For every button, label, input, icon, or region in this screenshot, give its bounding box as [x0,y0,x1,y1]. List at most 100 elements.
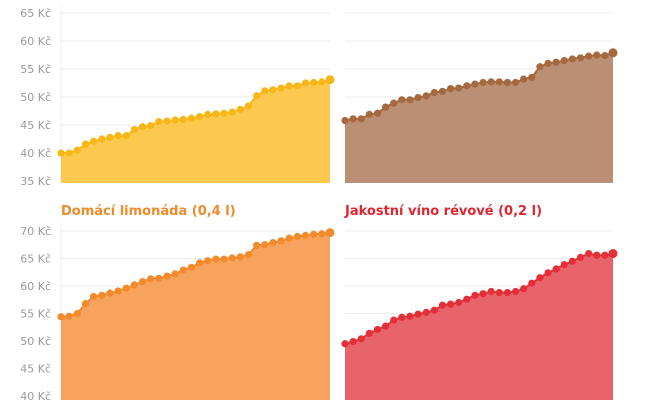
data-point [155,274,163,282]
data-point [147,121,155,130]
data-point [528,279,536,287]
data-point [90,137,98,145]
data-point [349,337,357,346]
data-point [325,228,335,238]
y-tick-label: 45 Kč [20,119,51,132]
y-tick-label: 55 Kč [20,63,51,76]
data-point [585,249,593,258]
data-point [341,340,349,348]
series-line [344,252,614,345]
data-point [365,110,373,118]
data-point [544,269,552,277]
data-point [446,300,455,308]
data-point [138,278,147,286]
data-point [318,78,326,86]
data-point [106,289,114,297]
y-tick-label: 50 Kč [20,91,51,104]
data-point [163,272,171,280]
data-point [285,82,293,90]
data-point [277,237,285,245]
data-point [503,289,512,297]
data-point [261,87,269,95]
data-point [65,149,73,157]
data-point [422,308,430,316]
data-point [382,322,390,330]
data-point [301,231,310,239]
data-point [301,79,310,87]
data-point [511,78,520,87]
data-point [568,55,576,63]
data-point [406,312,414,320]
data-point [163,117,171,125]
data-point [438,301,447,309]
data-point [187,263,196,271]
data-point [487,78,495,86]
data-point [81,140,90,148]
data-point [455,84,463,92]
data-point [98,135,106,143]
data-point [253,241,261,249]
data-point [220,109,228,117]
data-point [98,291,106,299]
y-tick-label: 40 Kč [20,390,51,400]
data-point [195,259,204,267]
data-point [171,116,179,124]
data-point [414,310,422,318]
data-point [155,118,163,126]
data-point [349,115,357,123]
data-point [285,234,293,242]
data-point [552,58,560,66]
data-point [495,78,503,86]
data-point [179,115,187,123]
data-point [560,57,568,65]
data-point [57,313,65,321]
y-tick-label: 70 Kč [20,225,51,238]
data-point [147,275,155,283]
series-line [60,231,331,318]
y-tick-label: 65 Kč [20,7,51,20]
data-point [269,238,277,247]
data-point [520,285,528,293]
data-point [471,80,479,88]
data-point [463,295,471,303]
data-point [576,54,585,62]
data-point [601,51,609,60]
data-point [365,329,373,337]
data-point [422,92,430,100]
data-point [390,99,398,107]
data-point [552,265,560,273]
data-point [130,281,138,289]
chart-title-lemonade: Domácí limonáda (0,4 l) [61,204,236,219]
data-point [277,84,285,92]
data-point [261,241,269,249]
chart-title-wine: Jakostní víno révové (0,2 l) [345,204,543,219]
data-point [438,87,447,95]
data-point [390,316,398,324]
data-point [479,78,487,87]
data-point [536,63,544,71]
data-point [325,75,335,85]
data-point [593,51,601,59]
data-point [106,133,114,141]
data-point [471,291,479,299]
data-point [65,312,73,320]
data-point [114,287,122,295]
data-point [455,298,463,307]
data-point [446,85,455,93]
data-point [236,253,244,261]
data-point [228,254,236,262]
data-point [357,115,365,123]
data-point [212,255,220,263]
series-area [345,52,613,183]
data-point [293,232,301,241]
data-point [495,289,503,297]
data-point [220,255,228,263]
data-point [560,260,568,269]
data-point [503,78,512,87]
data-point [398,96,406,104]
y-tick-label: 35 Kč [20,175,51,188]
data-point [114,132,122,140]
data-point [269,86,277,94]
data-point [357,335,365,343]
